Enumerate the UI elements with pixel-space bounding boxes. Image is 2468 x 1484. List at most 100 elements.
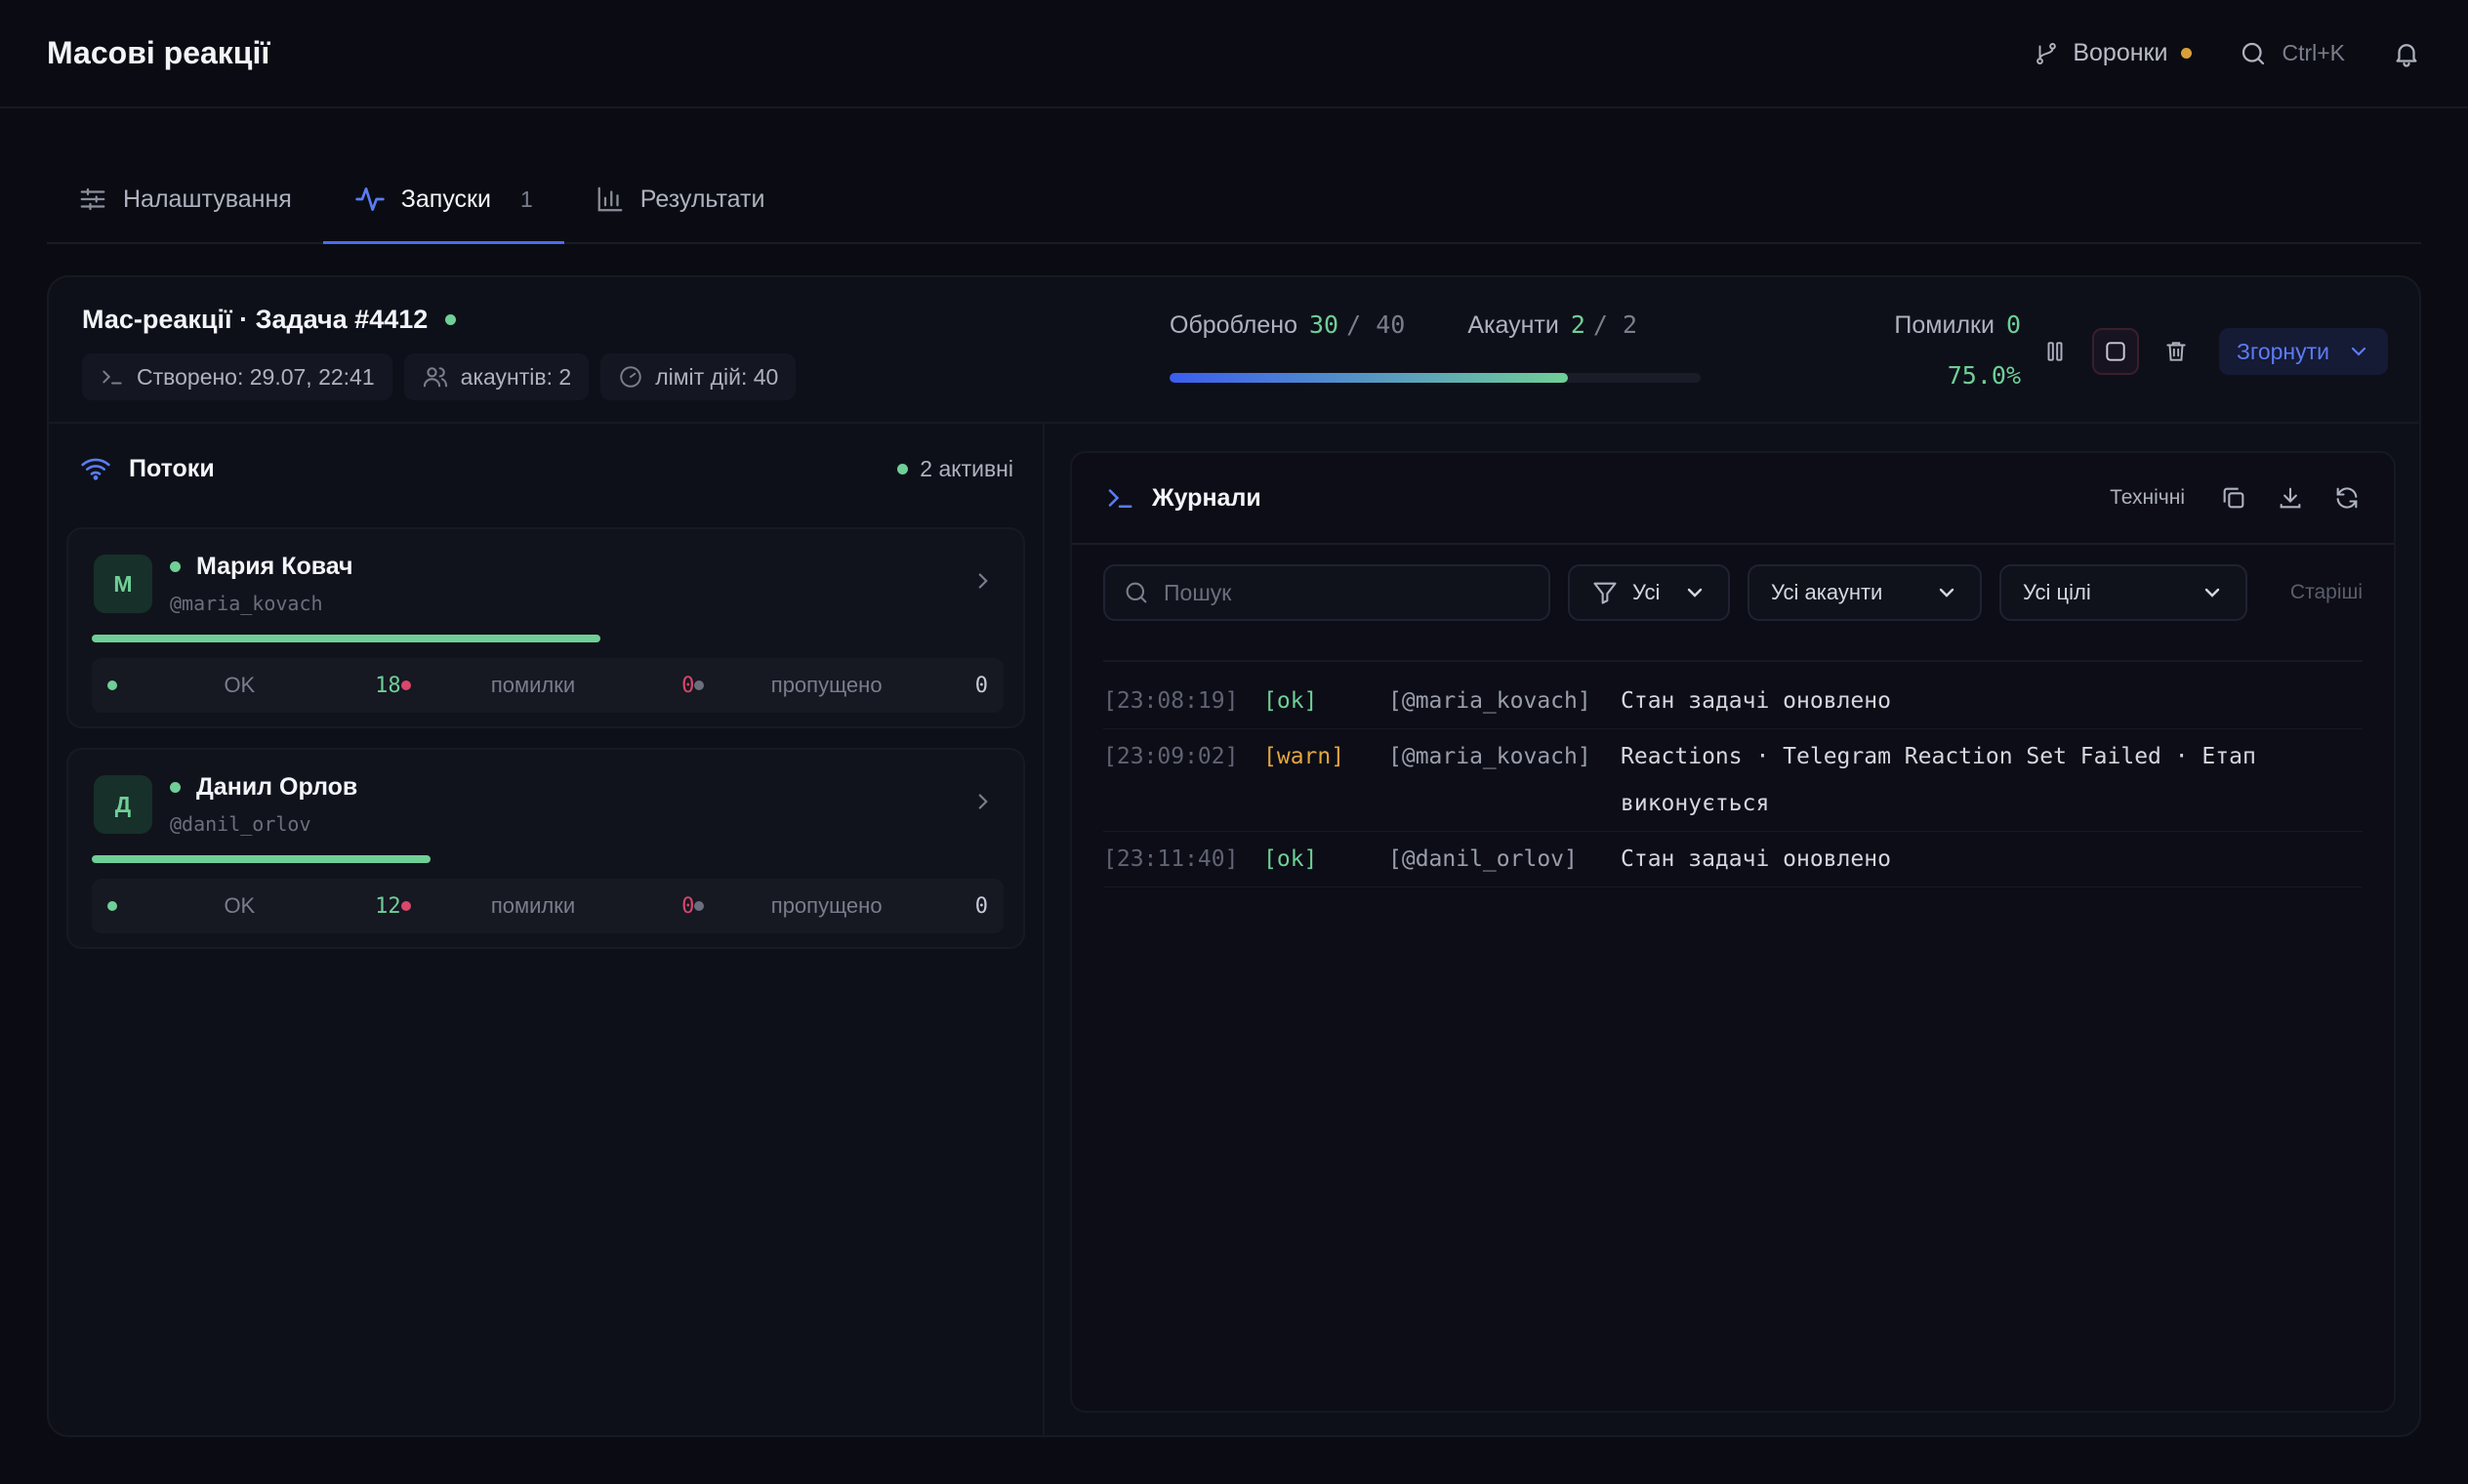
errors-value: 0 <box>681 893 695 919</box>
active-dot <box>897 463 909 474</box>
technical-toggle[interactable]: Технічні <box>2110 486 2185 509</box>
ok-stat: OK 12 <box>107 893 401 919</box>
wifi-icon <box>80 453 111 484</box>
stop-button[interactable] <box>2092 328 2140 375</box>
log-search[interactable] <box>1103 564 1550 621</box>
funnels-label: Воронки <box>2073 39 2168 66</box>
chevron-down-icon <box>1683 581 1707 604</box>
account-status-dot <box>170 561 181 572</box>
tab-runs[interactable]: Запуски 1 <box>322 156 564 244</box>
pause-icon <box>2042 339 2068 364</box>
log-message: Reactions · Telegram Reaction Set Failed… <box>1621 744 2256 816</box>
task-header: Мас-реакції · Задача #4412 Створено: 29.… <box>49 277 2419 424</box>
tab-results[interactable]: Результати <box>564 156 797 242</box>
errors-label: помилки <box>490 673 576 697</box>
search-icon <box>2239 39 2268 68</box>
account-stats: OK 18 помилки 0 пропущено 0 <box>92 658 1004 713</box>
task-progress-fill <box>1170 373 1568 383</box>
ok-stat: OK 18 <box>107 673 401 698</box>
task-progress-bar <box>1170 373 1701 383</box>
account-handle: @maria_kovach <box>170 592 323 615</box>
collapse-label: Згорнути <box>2237 338 2329 364</box>
logs-title-text: Журнали <box>1152 483 1261 512</box>
log-search-input[interactable] <box>1164 579 1531 606</box>
tab-bar: Налаштування Запуски 1 Результати <box>47 156 2421 244</box>
gauge-icon <box>618 364 643 390</box>
log-time: [23:09:02] <box>1103 744 1239 769</box>
account-filter-select[interactable]: Усі акаунти <box>1748 564 1982 621</box>
target-filter-select[interactable]: Усі цілі <box>1999 564 2247 621</box>
log-filters: Усі Усі акаунти Усі цілі Старіші <box>1103 564 2363 621</box>
task-status-dot <box>445 314 457 325</box>
account-name-text: Данил Орлов <box>196 773 358 801</box>
bell-icon <box>2392 39 2421 68</box>
log-message: Стан задачі оновлено <box>1621 688 1891 714</box>
errors-stat: Помилки 0 <box>1894 310 2021 340</box>
account-filter-value: Усі акаунти <box>1771 580 1883 604</box>
log-account: [@danil_orlov] <box>1388 846 1578 872</box>
task-title: Мас-реакції · Задача #4412 <box>82 305 457 335</box>
skipped-value: 0 <box>974 673 989 698</box>
chevron-down-icon <box>2201 581 2224 604</box>
older-button[interactable]: Старіші <box>2289 581 2363 603</box>
skipped-value: 0 <box>974 893 989 919</box>
log-account: [@maria_kovach] <box>1388 688 1591 714</box>
errors-label: помилки <box>490 893 576 918</box>
chevron-down-icon <box>2347 340 2370 363</box>
log-list: [23:08:19] [ok] [@maria_kovach] Стан зад… <box>1103 660 2363 887</box>
streams-panel: Потоки 2 активні М Мария Ковач @maria_ko… <box>49 424 1045 1435</box>
users-icon <box>422 363 449 391</box>
level-filter-select[interactable]: Усі <box>1568 564 1730 621</box>
tab-settings[interactable]: Налаштування <box>47 156 323 242</box>
chevron-right-icon[interactable] <box>970 568 996 594</box>
search-button[interactable]: Ctrl+K <box>2239 39 2345 68</box>
account-card[interactable]: М Мария Ковач @maria_kovach OK 18 <box>66 527 1025 728</box>
stop-icon <box>2103 339 2128 364</box>
trash-icon <box>2163 339 2189 364</box>
created-chip: Створено: 29.07, 22:41 <box>82 353 392 400</box>
logs-header: Журнали Технічні <box>1072 453 2394 545</box>
logs-title: Журнали <box>1105 483 1261 513</box>
top-actions: Воронки Ctrl+K <box>2034 39 2421 68</box>
limit-text: ліміт дій: 40 <box>655 363 779 390</box>
accounts-stat-label: Акаунти <box>1467 311 1559 339</box>
streams-active-label: 2 активні <box>920 455 1013 481</box>
tab-runs-count: 1 <box>519 186 533 212</box>
limit-chip: ліміт дій: 40 <box>600 353 797 400</box>
logs-panel: Журнали Технічні <box>1070 451 2396 1413</box>
log-entry: [23:11:40] [ok] [@danil_orlov] Стан зада… <box>1103 832 2363 887</box>
streams-header: Потоки 2 активні <box>80 453 1013 484</box>
skipped-label: пропущено <box>770 893 883 918</box>
copy-icon[interactable] <box>2220 484 2247 512</box>
account-progress-bar <box>92 855 1004 863</box>
level-filter-value: Усі <box>1632 580 1661 604</box>
funnels-button[interactable]: Воронки <box>2034 39 2193 67</box>
notifications-button[interactable] <box>2392 39 2421 68</box>
search-icon <box>1123 579 1150 606</box>
errors-stat: помилки 0 <box>400 673 694 698</box>
account-card[interactable]: Д Данил Орлов @danil_orlov OK 12 <box>66 748 1025 949</box>
funnels-status-dot <box>2181 48 2193 59</box>
logs-tools: Технічні <box>2110 484 2361 512</box>
skipped-label: пропущено <box>770 673 883 697</box>
collapse-button[interactable]: Згорнути <box>2219 328 2388 375</box>
delete-button[interactable] <box>2153 328 2200 375</box>
account-progress-bar <box>92 635 1004 642</box>
processed-stat: Оброблено 30/ 40 <box>1170 310 1405 340</box>
activity-icon <box>354 184 386 215</box>
ok-label: OK <box>224 893 256 918</box>
log-account: [@maria_kovach] <box>1388 744 1591 769</box>
sliders-icon <box>78 185 107 214</box>
chevron-right-icon[interactable] <box>970 789 996 814</box>
refresh-icon[interactable] <box>2333 484 2361 512</box>
account-name: Данил Орлов <box>170 773 357 802</box>
filter-icon <box>1591 579 1619 606</box>
task-title-text: Мас-реакції · Задача #4412 <box>82 305 429 334</box>
ok-value: 12 <box>375 893 401 919</box>
download-icon[interactable] <box>2277 484 2304 512</box>
top-bar: Масові реакції Воронки Ctrl+K <box>0 0 2468 108</box>
ok-value: 18 <box>375 673 401 698</box>
error-dot <box>400 901 411 911</box>
pause-button[interactable] <box>2032 328 2078 375</box>
page-title: Масові реакції <box>47 35 270 70</box>
